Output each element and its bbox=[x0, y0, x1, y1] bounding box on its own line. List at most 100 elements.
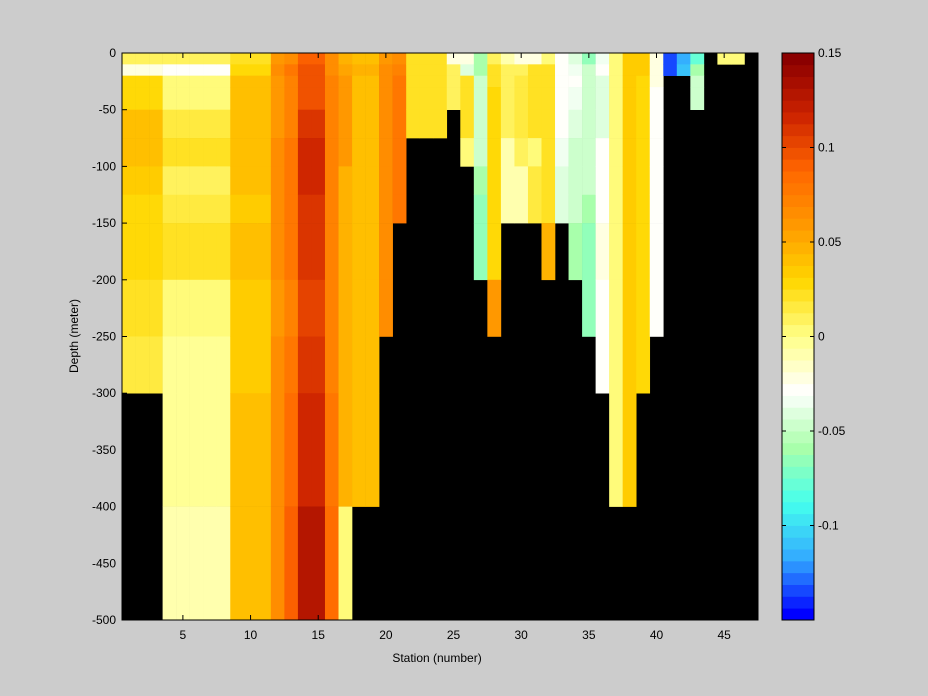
heatmap-cell bbox=[582, 53, 596, 65]
heatmap-cell bbox=[270, 279, 285, 337]
y-tick-label: -150 bbox=[92, 216, 116, 230]
colorbar-step bbox=[782, 407, 814, 420]
heatmap-cell bbox=[622, 279, 637, 337]
y-axis-ticks: 0 -50 -100 -150 -200 -250 -300 -350 -400 -450 -500 bbox=[92, 46, 758, 627]
heatmap-cell bbox=[135, 87, 150, 110]
heatmap-cell bbox=[149, 138, 163, 167]
heatmap-cell bbox=[609, 223, 623, 281]
heatmap-cell bbox=[568, 75, 583, 88]
heatmap-cell bbox=[717, 53, 732, 65]
colorbar-step bbox=[782, 277, 814, 290]
heatmap-cell bbox=[338, 109, 353, 139]
heatmap-cell bbox=[189, 223, 204, 281]
heatmap-cell bbox=[324, 336, 339, 394]
heatmap-cell bbox=[338, 64, 353, 76]
heatmap-cell bbox=[189, 166, 204, 196]
heatmap-cell bbox=[176, 87, 190, 110]
heatmap-cell bbox=[392, 138, 407, 167]
heatmap-cell bbox=[595, 75, 610, 88]
heatmap-cell bbox=[487, 87, 502, 110]
heatmap-cell bbox=[433, 75, 448, 88]
heatmap-cell bbox=[365, 138, 380, 167]
heatmap-cell bbox=[460, 53, 475, 65]
heatmap-cell bbox=[595, 138, 610, 167]
colorbar-step bbox=[782, 135, 814, 148]
heatmap-cell bbox=[500, 138, 515, 167]
heatmap-cell bbox=[352, 138, 366, 167]
heatmap-cell bbox=[216, 64, 231, 76]
heatmap-cell bbox=[257, 336, 272, 394]
heatmap-cell bbox=[582, 279, 596, 337]
heatmap-cell bbox=[297, 336, 312, 394]
heatmap-cell bbox=[324, 87, 339, 110]
heatmap-cell bbox=[149, 336, 163, 394]
heatmap-cell bbox=[230, 166, 245, 196]
heatmap-cell bbox=[203, 336, 218, 394]
heatmap-cell bbox=[257, 138, 272, 167]
heatmap-cell bbox=[122, 109, 136, 139]
colorbar-step bbox=[782, 230, 814, 243]
heatmap-cell bbox=[433, 87, 448, 110]
heatmap-cell bbox=[324, 194, 339, 224]
heatmap-cell bbox=[433, 64, 448, 76]
colorbar-step bbox=[782, 64, 814, 78]
heatmap-cell bbox=[176, 138, 190, 167]
heatmap-cell bbox=[595, 109, 610, 139]
heatmap-cell bbox=[243, 393, 258, 507]
heatmap-cell bbox=[189, 506, 204, 621]
heatmap-cell bbox=[636, 53, 651, 65]
heatmap-cell bbox=[203, 393, 218, 507]
colorbar-step bbox=[782, 171, 814, 184]
heatmap-cell bbox=[324, 75, 339, 88]
heatmap-cell bbox=[392, 53, 407, 65]
heatmap-cell bbox=[311, 53, 326, 65]
heatmap-cell bbox=[446, 64, 461, 76]
heatmap-cell bbox=[636, 223, 651, 281]
heatmap-cell bbox=[230, 393, 245, 507]
heatmap-cell bbox=[122, 279, 136, 337]
heatmap-cell bbox=[541, 53, 556, 65]
heatmap-cell bbox=[379, 53, 393, 65]
heatmap-cell bbox=[365, 279, 380, 337]
heatmap-cell bbox=[555, 138, 569, 167]
colorbar-step bbox=[782, 312, 814, 326]
heatmap-cell bbox=[189, 336, 204, 394]
heatmap-cell bbox=[243, 75, 258, 88]
colorbar-step bbox=[782, 147, 814, 160]
heatmap-cell bbox=[568, 194, 583, 224]
heatmap-cell bbox=[527, 194, 542, 224]
heatmap-cell bbox=[162, 87, 177, 110]
heatmap-cell bbox=[541, 64, 556, 76]
heatmap-cell bbox=[149, 194, 163, 224]
colorbar-step bbox=[782, 501, 814, 515]
heatmap-cell bbox=[311, 87, 326, 110]
heatmap-cell bbox=[324, 166, 339, 196]
heatmap-cell bbox=[122, 138, 136, 167]
heatmap-cell bbox=[149, 87, 163, 110]
heatmap-cell bbox=[122, 166, 136, 196]
x-tick-label: 10 bbox=[244, 628, 258, 642]
heatmap-cell bbox=[162, 53, 177, 65]
heatmap-cell bbox=[311, 279, 326, 337]
heatmap-cell bbox=[352, 166, 366, 196]
heatmap-cell bbox=[473, 138, 488, 167]
heatmap-cell bbox=[649, 223, 664, 281]
heatmap-cell bbox=[311, 194, 326, 224]
heatmap-cell bbox=[541, 166, 556, 196]
heatmap-cell bbox=[649, 75, 664, 88]
heatmap-cell bbox=[216, 109, 231, 139]
heatmap-cell bbox=[622, 138, 637, 167]
heatmap-cell bbox=[582, 64, 596, 76]
heatmap-cell bbox=[324, 223, 339, 281]
heatmap-cell bbox=[473, 194, 488, 224]
heatmap-cell bbox=[149, 64, 163, 76]
heatmap-cell bbox=[365, 75, 380, 88]
heatmap-cell bbox=[649, 109, 664, 139]
heatmap-cell bbox=[622, 109, 637, 139]
heatmap-cell bbox=[649, 166, 664, 196]
y-tick-label: 0 bbox=[109, 46, 116, 60]
heatmap-cell bbox=[352, 75, 366, 88]
heatmap-cell bbox=[609, 166, 623, 196]
heatmap-cell bbox=[392, 75, 407, 88]
heatmap-cell bbox=[216, 279, 231, 337]
